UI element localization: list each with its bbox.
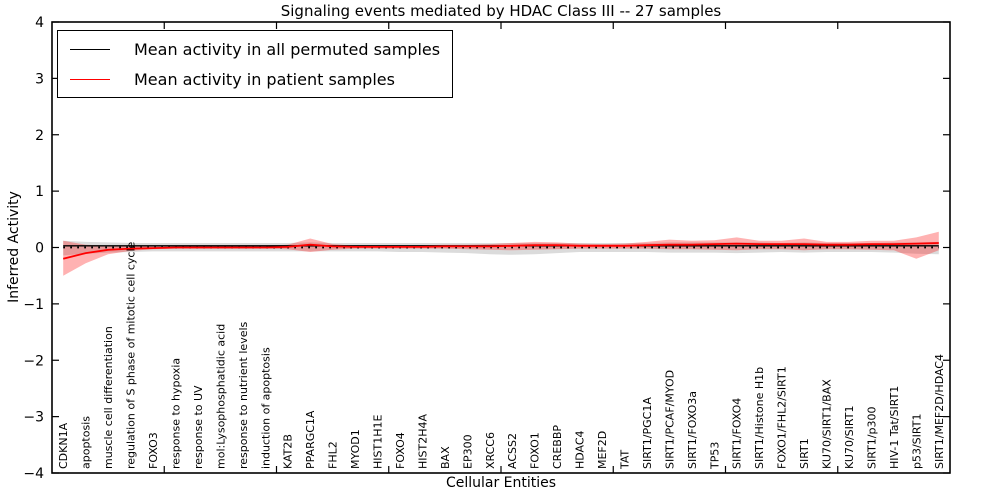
- y-tick-label: 2: [35, 128, 44, 144]
- x-tick-label: SIRT1/MEF2D/HDAC4: [933, 354, 946, 469]
- y-tick-label: −4: [23, 466, 44, 482]
- x-tick-label: FHL2: [327, 441, 340, 469]
- x-tick-label: SIRT1/PGC1A: [641, 397, 654, 469]
- x-axis-label: Cellular Entities: [445, 475, 557, 491]
- legend-item-label: Mean activity in patient samples: [134, 69, 395, 89]
- x-tick-label: TAT: [618, 449, 631, 470]
- x-tick-label: FOXO1: [529, 432, 542, 469]
- y-tick-label: 0: [35, 241, 44, 257]
- x-tick-label: SIRT1/PCAF/MYOD: [663, 370, 676, 469]
- x-tick-label: muscle cell differentiation: [102, 326, 115, 469]
- x-tick-label: MYOD1: [349, 429, 362, 469]
- x-tick-label: PPARGC1A: [304, 410, 317, 469]
- legend-line-sample: [70, 78, 110, 80]
- x-tick-label: ACSS2: [506, 433, 519, 469]
- chart-title: Signaling events mediated by HDAC Class …: [280, 2, 722, 20]
- x-tick-label: FOXO1/FHL2/SIRT1: [776, 366, 789, 469]
- x-tick-label: SIRT1/p300: [865, 407, 878, 469]
- line-mean-activity-in-patient-samples: [62, 242, 939, 260]
- x-tick-label: MEF2D: [596, 431, 609, 469]
- x-tick-label: HIST2H4A: [416, 414, 429, 469]
- legend-item: Mean activity in all permuted samples: [68, 36, 440, 62]
- y-tick-label: 3: [35, 71, 44, 87]
- x-tick-label: CDKN1A: [57, 422, 70, 469]
- x-tick-label: TP53: [708, 442, 721, 470]
- x-tick-label: CREBBP: [551, 425, 564, 469]
- legend-item: Mean activity in patient samples: [68, 66, 440, 92]
- x-tick-label: response to UV: [192, 385, 205, 469]
- legend: Mean activity in all permuted samples Mea…: [57, 30, 454, 98]
- band-patient-samples-range: [63, 231, 939, 276]
- x-tick-label: KU70/SIRT1/BAX: [821, 379, 834, 469]
- x-tick-label: BAX: [439, 446, 452, 469]
- x-tick-label: HDAC4: [574, 430, 587, 469]
- x-tick-label: SIRT1/Histone H1b: [753, 367, 766, 469]
- y-tick-label: 1: [35, 184, 44, 200]
- x-tick-label: KU70/SIRT1: [843, 406, 856, 469]
- legend-item-label: Mean activity in all permuted samples: [134, 39, 441, 59]
- x-tick-label: FOXO3: [147, 432, 160, 469]
- y-tick-label: −1: [23, 297, 44, 313]
- y-axis-label: Inferred Activity: [6, 191, 22, 303]
- y-tick-label: −3: [23, 410, 44, 426]
- x-tick-label: HIV-1 Tat/SIRT1: [888, 386, 901, 469]
- x-tick-label: p53/SIRT1: [910, 414, 923, 469]
- x-tick-label: SIRT1/FOXO3a: [686, 391, 699, 469]
- x-tick-label: HIST1H1E: [372, 415, 385, 469]
- x-tick-label: apoptosis: [80, 416, 93, 469]
- x-tick-label: response to hypoxia: [169, 358, 182, 469]
- x-tick-label: response to nutrient levels: [237, 321, 250, 469]
- x-tick-label: SIRT1: [798, 438, 811, 469]
- x-tick-label: mol:Lysophosphatidic acid: [214, 324, 227, 469]
- legend-line-sample: [70, 48, 110, 50]
- x-tick-label: regulation of S phase of mitotic cell cy…: [125, 241, 138, 469]
- x-tick-label: induction of apoptosis: [259, 347, 272, 469]
- x-tick-label: XRCC6: [484, 432, 497, 469]
- x-tick-label: EP300: [461, 434, 474, 469]
- x-tick-label: FOXO4: [394, 432, 407, 469]
- y-tick-label: −2: [23, 353, 44, 369]
- x-tick-label: KAT2B: [282, 434, 295, 469]
- y-tick-label: 4: [35, 15, 44, 31]
- x-tick-label: SIRT1/FOXO4: [731, 398, 744, 469]
